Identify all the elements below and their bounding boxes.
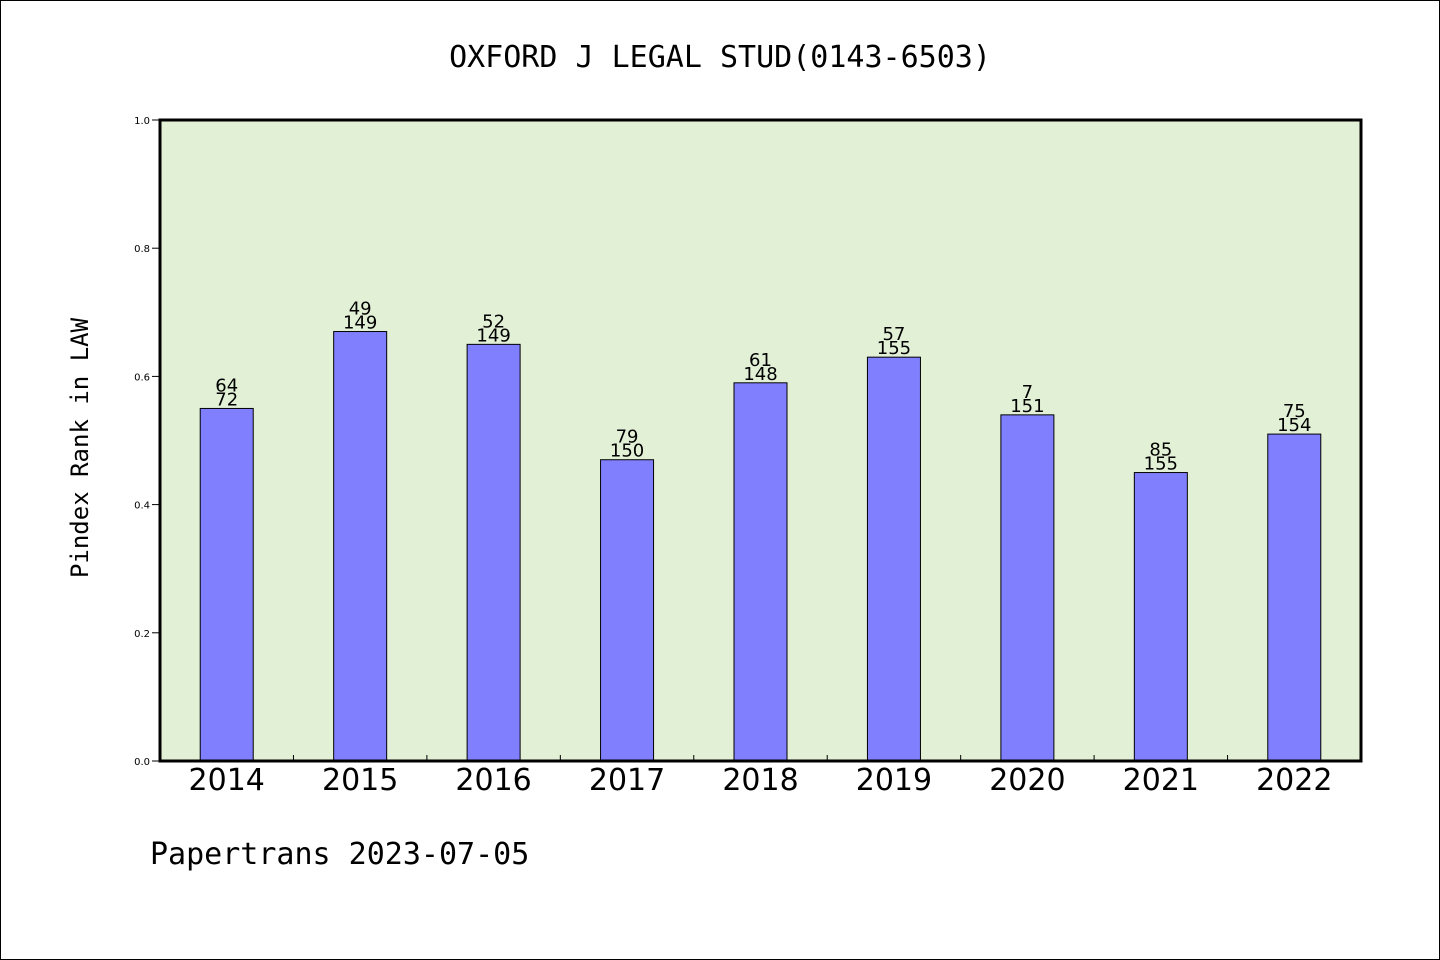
footer-credit: Papertrans 2023-07-05: [150, 837, 529, 872]
bar-2019: [866, 356, 921, 762]
bar-2016: [466, 343, 521, 762]
total-label: 72: [215, 389, 238, 410]
x-axis-ticks: 2014 2015 2016 2017 2018 2019 2020 2021 2022: [189, 755, 1332, 798]
chart-title: OXFORD J LEGAL STUD(0143-6503): [449, 40, 991, 75]
rank-label: 75: [1283, 401, 1306, 422]
total-label: 149: [476, 325, 510, 346]
x-tick-label: 2021: [1123, 763, 1199, 798]
total-label: 148: [743, 364, 777, 385]
total-label: 150: [610, 441, 644, 462]
plot-border: [158, 118, 1363, 763]
bar-2017: [600, 459, 655, 762]
rank-label: 61: [749, 350, 772, 371]
total-label: 154: [1277, 415, 1311, 436]
bar-2020: [1000, 414, 1055, 762]
rank-label: 52: [482, 311, 505, 332]
bar-2021: [1133, 472, 1188, 762]
total-label: 149: [343, 313, 377, 334]
bar-2015: [333, 331, 388, 762]
rank-label: 7: [1022, 382, 1033, 403]
x-tick-label: 2019: [856, 763, 932, 798]
rank-label: 79: [616, 427, 639, 448]
y-tick-label: 1.0: [134, 116, 150, 127]
x-tick-label: 2014: [189, 763, 265, 798]
rank-label: 85: [1149, 440, 1172, 461]
rank-label: 49: [349, 299, 372, 320]
y-tick-label: 0.4: [134, 501, 150, 512]
bar-2018: [733, 382, 788, 762]
y-tick-label: 0.0: [134, 757, 150, 768]
x-tick-label: 2017: [589, 763, 665, 798]
x-tick-label: 2018: [722, 763, 798, 798]
total-label: 151: [1010, 396, 1044, 417]
x-tick-label: 2015: [322, 763, 398, 798]
x-tick-label: 2016: [455, 763, 531, 798]
y-axis-label: Pindex Rank in LAW: [66, 317, 94, 578]
total-label: 155: [1144, 454, 1178, 475]
x-tick-label: 2022: [1256, 763, 1332, 798]
bar-2014: [199, 407, 254, 762]
rank-label: 57: [882, 324, 905, 345]
bars: [199, 331, 1322, 762]
y-tick-label: 0.6: [134, 372, 150, 383]
y-tick-label: 0.2: [134, 629, 150, 640]
rank-label: 64: [215, 375, 238, 396]
bar-2022: [1267, 433, 1322, 762]
total-label: 155: [877, 338, 911, 359]
y-axis-ticks: 0.0 0.2 0.4 0.6 0.8 1.0: [134, 116, 160, 768]
y-tick-label: 0.8: [134, 244, 150, 255]
x-tick-label: 2020: [989, 763, 1065, 798]
